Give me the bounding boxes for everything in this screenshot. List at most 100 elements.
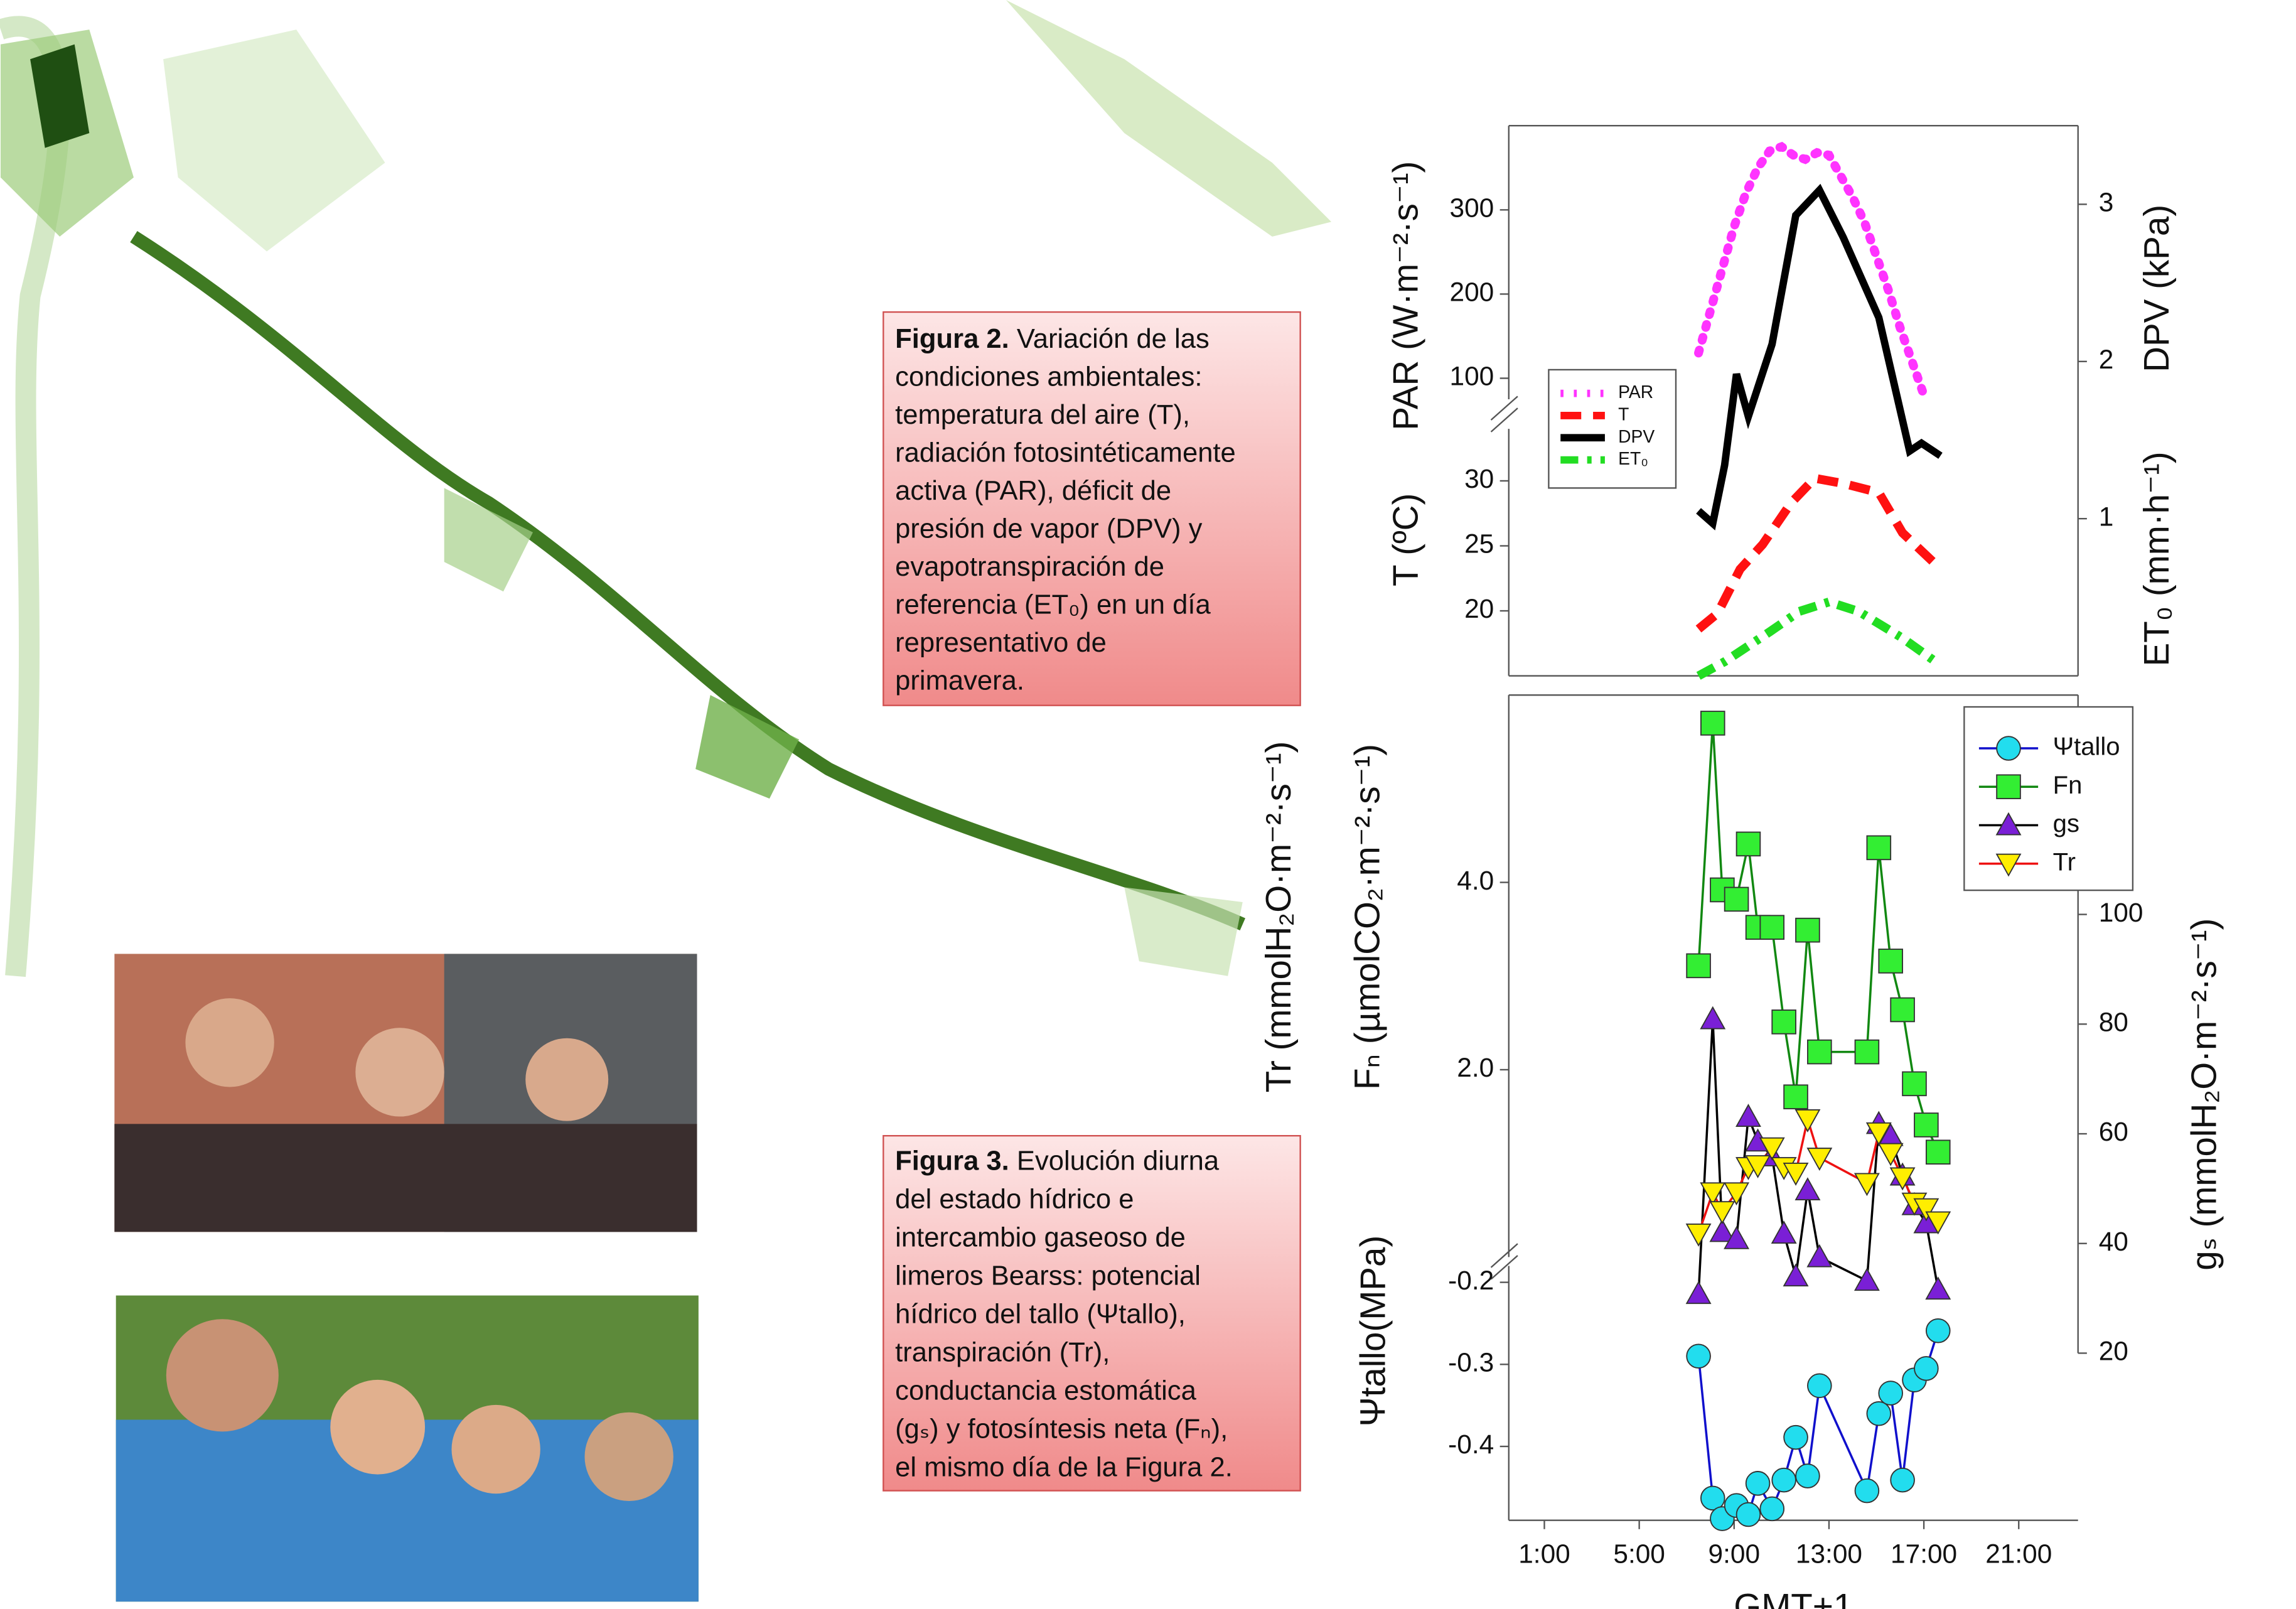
caption-line: Figura 3. Evolución diurna (895, 1146, 1220, 1176)
marker (1808, 1148, 1832, 1170)
marker (1926, 1140, 1950, 1164)
caption-text: intercambio gaseoso de (895, 1222, 1186, 1252)
caption-line: condiciones ambientales: (895, 362, 1202, 392)
marker (1926, 1278, 1950, 1299)
marker (1926, 1319, 1950, 1343)
caption-text: temperatura del aire (T), (895, 399, 1190, 429)
marker (1879, 1381, 1902, 1405)
page: 100200300202530123PAR (W·m⁻²·s⁻¹)T (ºC)D… (0, 0, 2296, 1609)
y-axis-label: Tr (mmolH₂O·m⁻²·s⁻¹) (1258, 741, 1298, 1093)
caption-line: transpiración (Tr), (895, 1337, 1110, 1367)
caption-line: temperatura del aire (T), (895, 399, 1190, 429)
marker (1760, 915, 1784, 939)
x-tick-label: 9:00 (1709, 1539, 1761, 1568)
marker (1710, 1202, 1734, 1223)
marker (1796, 1464, 1820, 1488)
y-tick-label: 80 (2099, 1008, 2128, 1037)
axis-break (1491, 396, 1518, 420)
legend-label: T (1618, 404, 1629, 424)
marker (1796, 1178, 1820, 1200)
y-tick-label: 3 (2099, 188, 2114, 217)
marker (1772, 1010, 1796, 1034)
legend-label: gs (2053, 810, 2079, 837)
marker (1808, 1246, 1832, 1267)
marker (1687, 1224, 1710, 1246)
marker (1855, 1040, 1879, 1064)
legend-label: Tr (2053, 848, 2076, 876)
y-tick-label: -0.3 (1448, 1348, 1494, 1377)
caption-text: presión de vapor (DPV) y (895, 514, 1202, 544)
marker (1855, 1479, 1879, 1503)
caption-text: conductancia estomática (895, 1375, 1196, 1406)
y-tick-label: -0.4 (1448, 1429, 1494, 1459)
caption-line: referencia (ET₀) en un día (895, 589, 1211, 620)
caption-text: evapotranspiración de (895, 552, 1164, 582)
marker (1808, 1374, 1832, 1397)
marker (1687, 954, 1710, 978)
caption-text: radiación fotosintéticamente (895, 438, 1236, 468)
y-axis-label: PAR (W·m⁻²·s⁻¹) (1386, 161, 1425, 431)
marker (1808, 1040, 1832, 1064)
series-line (1698, 478, 1938, 629)
marker (1914, 1113, 1938, 1137)
caption-text: condiciones ambientales: (895, 362, 1202, 392)
marker (1867, 836, 1891, 860)
legend-box (1548, 370, 1676, 488)
marker (1687, 1344, 1710, 1368)
marker (1784, 1264, 1808, 1286)
caption-text: del estado hídrico e (895, 1184, 1134, 1214)
y-axis-label: gₛ (mmolH₂O·m⁻²·s⁻¹) (2184, 918, 2224, 1271)
x-tick-label: 13:00 (1796, 1539, 1862, 1568)
marker (1879, 949, 1902, 973)
caption-line: radiación fotosintéticamente (895, 438, 1236, 468)
y-tick-label: 4.0 (1457, 866, 1494, 895)
y-axis-label: ET₀ (mm·h⁻¹) (2137, 451, 2176, 666)
legend-marker (1997, 775, 2020, 799)
marker (1891, 998, 1914, 1022)
y-tick-label: 60 (2099, 1117, 2128, 1146)
caption-line: el mismo día de la Figura 2. (895, 1452, 1233, 1482)
legend-label: ET₀ (1618, 448, 1648, 468)
y-axis-label: T (ºC) (1386, 493, 1425, 586)
marker (1784, 1163, 1808, 1185)
caption-text: hídrico del tallo (Ψtallo), (895, 1299, 1186, 1329)
caption-text: el mismo día de la Figura 2. (895, 1452, 1233, 1482)
caption-text: representativo de (895, 628, 1107, 658)
caption-line: intercambio gaseoso de (895, 1222, 1186, 1252)
marker (1725, 888, 1749, 912)
photo (114, 954, 697, 1232)
y-tick-label: 2 (2099, 345, 2114, 374)
marker (1902, 1072, 1926, 1095)
axis-break (1491, 1244, 1518, 1267)
caption-line: conductancia estomática (895, 1375, 1196, 1406)
series-line (1698, 190, 1940, 524)
caption-text: Variación de las (1017, 323, 1210, 353)
axis-break (1491, 1256, 1518, 1279)
caption-text: limeros Bearss: potencial (895, 1261, 1201, 1291)
marker (1772, 1468, 1796, 1492)
caption-label: Figura 3. (895, 1146, 1009, 1176)
marker (1855, 1269, 1879, 1290)
y-tick-label: 100 (1449, 362, 1494, 391)
x-tick-label: 17:00 (1891, 1539, 1957, 1568)
caption-line: hídrico del tallo (Ψtallo), (895, 1299, 1186, 1329)
poster: 100200300202530123PAR (W·m⁻²·s⁻¹)T (ºC)D… (0, 0, 2296, 1609)
legend-label: DPV (1618, 426, 1655, 446)
y-tick-label: 25 (1464, 529, 1494, 559)
marker (1725, 1183, 1749, 1204)
caption-line: limeros Bearss: potencial (895, 1261, 1201, 1291)
caption-line: evapotranspiración de (895, 552, 1164, 582)
caption-line: activa (PAR), déficit de (895, 475, 1171, 505)
legend-label: PAR (1618, 382, 1653, 402)
marker (1772, 1222, 1796, 1243)
marker (1760, 1497, 1784, 1521)
marker (1796, 918, 1820, 942)
y-tick-label: 1 (2099, 502, 2114, 531)
photo (116, 1296, 699, 1602)
y-axis-label: Ψtallo(MPa) (1353, 1235, 1393, 1427)
y-tick-label: 40 (2099, 1227, 2128, 1256)
x-tick-label: 21:00 (1985, 1539, 2052, 1568)
legend-label: Fn (2053, 772, 2083, 799)
marker (1701, 1008, 1725, 1029)
x-axis-label: GMT+1 (1734, 1586, 1853, 1609)
